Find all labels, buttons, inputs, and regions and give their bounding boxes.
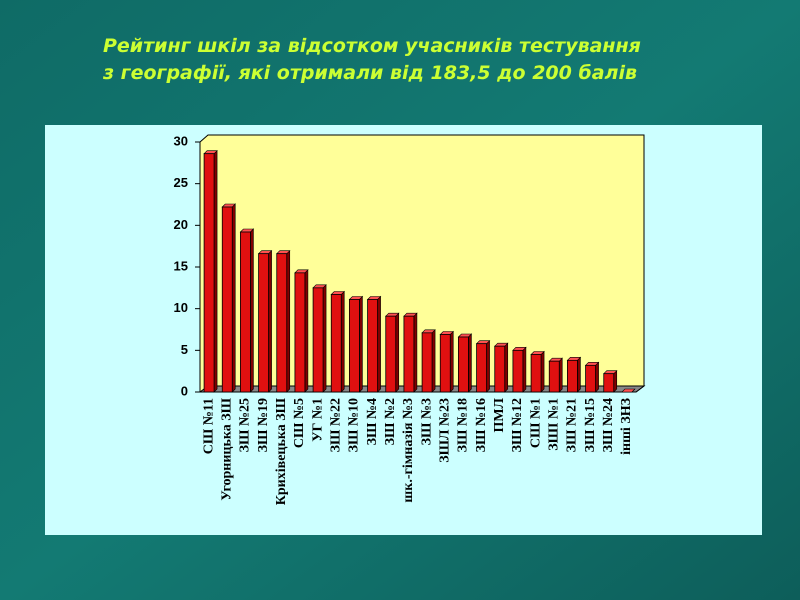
y-tick-label: 15: [174, 258, 188, 273]
bar: [530, 354, 542, 393]
bar: [403, 315, 415, 393]
bar-side: [486, 339, 490, 393]
bar: [458, 336, 469, 393]
bar: [221, 206, 233, 393]
x-tick-label: ЗШ №12: [510, 398, 525, 452]
bar: [439, 334, 451, 393]
bar: [494, 345, 506, 393]
x-tick-label: ЗШ №15: [583, 398, 598, 452]
bar: [367, 299, 378, 393]
x-tick-label: ЗШ №18: [456, 398, 471, 452]
y-tick-label: 20: [174, 217, 188, 232]
bar-side: [540, 350, 545, 393]
bar: [385, 315, 397, 393]
bar-side: [359, 295, 363, 393]
x-tick-label: СШ №5: [292, 398, 307, 448]
y-tick-label: 0: [181, 383, 188, 398]
bar: [294, 272, 306, 393]
bar: [349, 299, 360, 393]
bar-side: [250, 228, 254, 393]
bar-side: [322, 284, 327, 393]
x-tick-label: ЗШ №16: [474, 398, 489, 452]
x-tick-label: СШ №11: [201, 398, 216, 454]
bar: [203, 153, 215, 393]
x-tick-label: УГ №1: [310, 398, 325, 442]
bar-side: [340, 290, 345, 393]
x-tick-label: Угорницька ЗШ: [219, 397, 234, 500]
x-tick-label: ЗШ №24: [601, 398, 616, 452]
y-tick-label: 25: [174, 175, 188, 190]
bar-side: [304, 269, 309, 393]
bar: [312, 287, 324, 393]
x-tick-label: ПМЛ: [492, 397, 507, 432]
bar-side: [468, 333, 472, 393]
bar-side: [577, 356, 581, 393]
bar-side: [286, 249, 291, 393]
bar-side: [231, 203, 236, 393]
bar-side: [595, 361, 599, 393]
bar: [585, 364, 596, 393]
bar-side: [395, 312, 400, 393]
x-tick-label: ЗШ №4: [365, 398, 380, 445]
bar-side: [558, 357, 563, 393]
x-tick-label: ЗШ №22: [328, 398, 343, 452]
bar: [330, 294, 342, 393]
y-tick-label: 30: [174, 133, 188, 148]
bar: [258, 253, 269, 393]
x-tick-label: ЗШ №2: [383, 398, 398, 445]
x-tick-label: ЗШ №19: [256, 398, 271, 452]
bar: [240, 231, 251, 393]
bar: [567, 359, 578, 393]
x-tick-label: ЗШ №25: [238, 398, 253, 452]
bar: [276, 253, 288, 393]
x-tick-label: ЗШ №10: [347, 398, 362, 452]
bar-side: [268, 249, 272, 393]
x-tick-label: інші ЗНЗ: [619, 398, 634, 455]
y-tick-label: 10: [174, 300, 188, 315]
y-tick-label: 5: [181, 342, 188, 357]
bar-side: [431, 329, 436, 393]
bar-side: [449, 330, 454, 393]
x-tick-label: шк.-гімназія №3: [401, 398, 416, 503]
bar-side: [504, 342, 509, 393]
x-tick-label: ЗШ №3: [419, 398, 434, 445]
x-tick-label: СШ №1: [528, 398, 543, 448]
bar-side: [413, 312, 418, 393]
bar: [512, 349, 524, 393]
x-tick-label: Крихівецька ЗШ: [274, 397, 289, 505]
bar-side: [377, 295, 381, 393]
bar: [603, 373, 615, 393]
bar: [548, 360, 560, 393]
chart-subtitle: з географії, які отримали від 183,5 до 2…: [102, 62, 637, 84]
bar-side: [613, 369, 618, 393]
x-tick-label: ЗШЛ №23: [437, 398, 452, 463]
x-tick-label: ЗШ №21: [565, 398, 580, 452]
chart-title: Рейтинг шкіл за відсотком учасників тест…: [103, 35, 641, 57]
bar-side: [522, 346, 527, 393]
bar: [421, 332, 433, 393]
x-tick-label: ЗШІ №1: [546, 398, 561, 451]
bar-top: [621, 388, 636, 393]
bar-side: [213, 149, 218, 393]
bar: [476, 343, 487, 393]
